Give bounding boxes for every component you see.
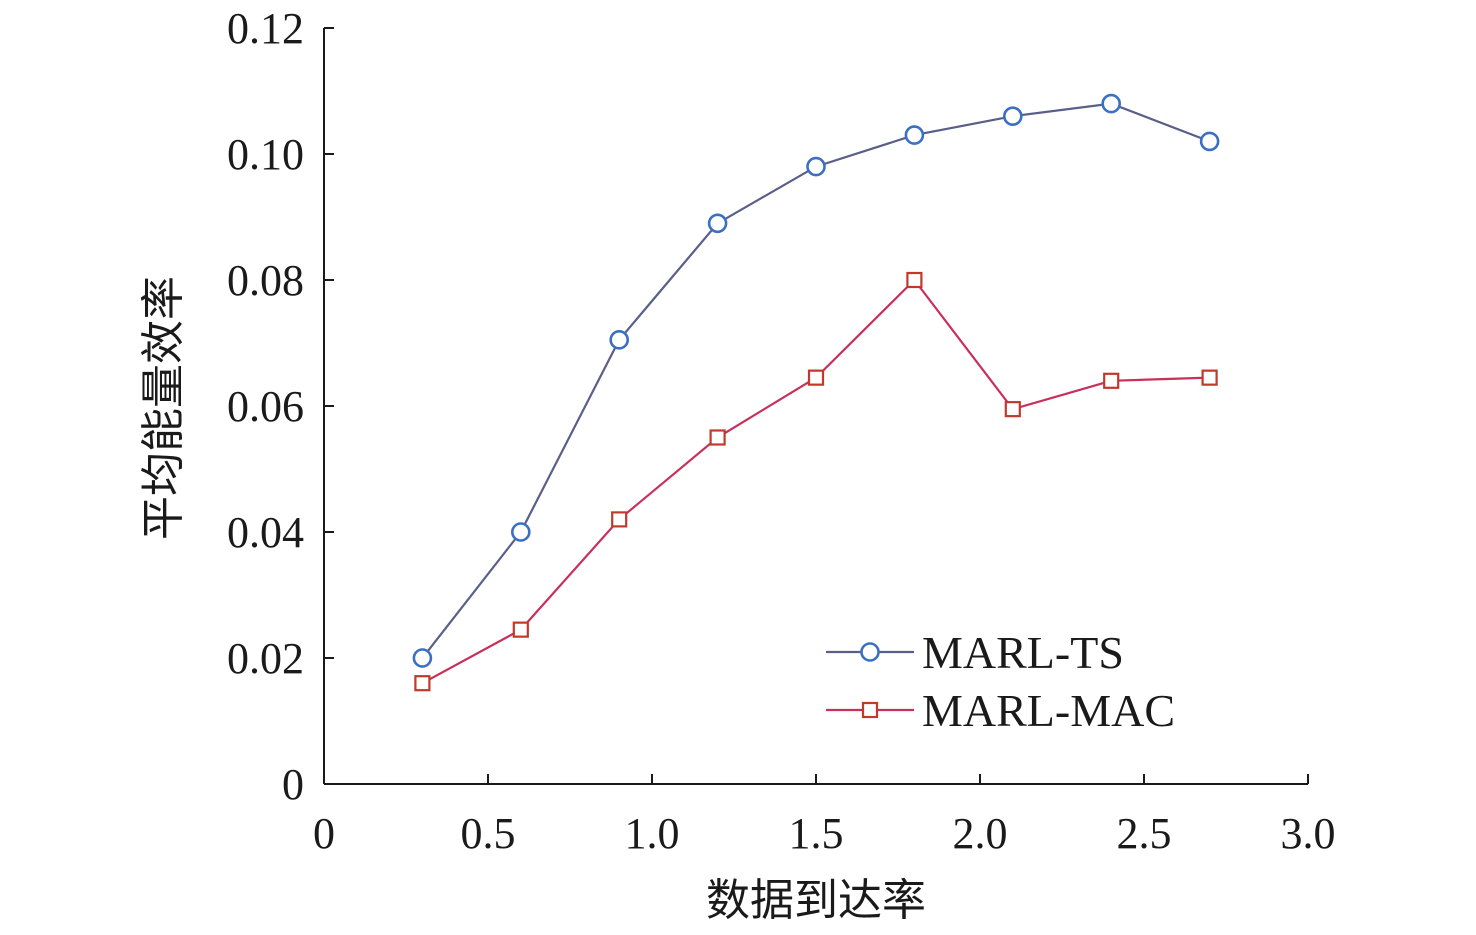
circle-data-point (412, 648, 433, 668)
x-tick-label: 0 (313, 809, 335, 858)
square-data-point (1004, 401, 1021, 418)
square-data-point (414, 675, 431, 692)
legend: MARL-TS MARL-MAC (826, 627, 1175, 736)
y-tick-label: 0 (282, 760, 304, 809)
circle-data-point (707, 213, 728, 234)
series-marl-ts (412, 93, 1220, 668)
circle-data-point (510, 522, 531, 542)
legend-item: MARL-MAC (826, 685, 1175, 736)
legend-marker-swatch (860, 642, 880, 662)
square-data-point (906, 271, 923, 289)
square-data-point (512, 621, 529, 638)
x-axis-title: 数据到达率 (706, 875, 926, 926)
legend-label: MARL-TS (922, 627, 1124, 678)
circle-data-point (904, 125, 925, 145)
legend-marker-swatch (861, 701, 879, 719)
square-data-point (709, 429, 726, 446)
circle-data-point (806, 156, 826, 177)
y-tick-label: 0.04 (227, 508, 304, 557)
circle-data-point (609, 330, 630, 350)
series-marl-mac (414, 271, 1218, 692)
axes (323, 28, 1308, 785)
legend-item: MARL-TS (826, 627, 1124, 678)
y-tick-label: 0.02 (227, 634, 304, 683)
series-lines (412, 93, 1220, 692)
series-line (421, 278, 1210, 685)
x-tick-label: 1.0 (625, 809, 680, 858)
y-tick-label: 0.08 (227, 256, 304, 305)
square-data-point (1103, 372, 1120, 389)
x-tick-label: 3.0 (1281, 809, 1336, 858)
circle-data-point (1101, 93, 1121, 114)
circle-data-point (1002, 106, 1023, 126)
y-axis-title: 平均能量效率 (138, 276, 189, 540)
circle-data-point (1199, 131, 1220, 152)
x-tick-label: 2.5 (1117, 809, 1172, 858)
x-tick-label: 0.5 (461, 809, 516, 858)
legend-label: MARL-MAC (922, 685, 1175, 736)
square-data-point (807, 369, 825, 386)
tick-marks: 0 0.5 1.0 1.5 2.0 2.5 3.0 0 0.02 0.04 0.06 0.08 0.10… (227, 4, 1336, 858)
x-tick-label: 1.5 (789, 809, 844, 858)
y-tick-label: 0.12 (227, 4, 304, 53)
y-tick-label: 0.10 (227, 130, 304, 179)
square-data-point (1201, 369, 1218, 386)
y-tick-label: 0.06 (227, 382, 304, 431)
square-data-point (611, 511, 628, 528)
x-tick-label: 2.0 (953, 809, 1008, 858)
